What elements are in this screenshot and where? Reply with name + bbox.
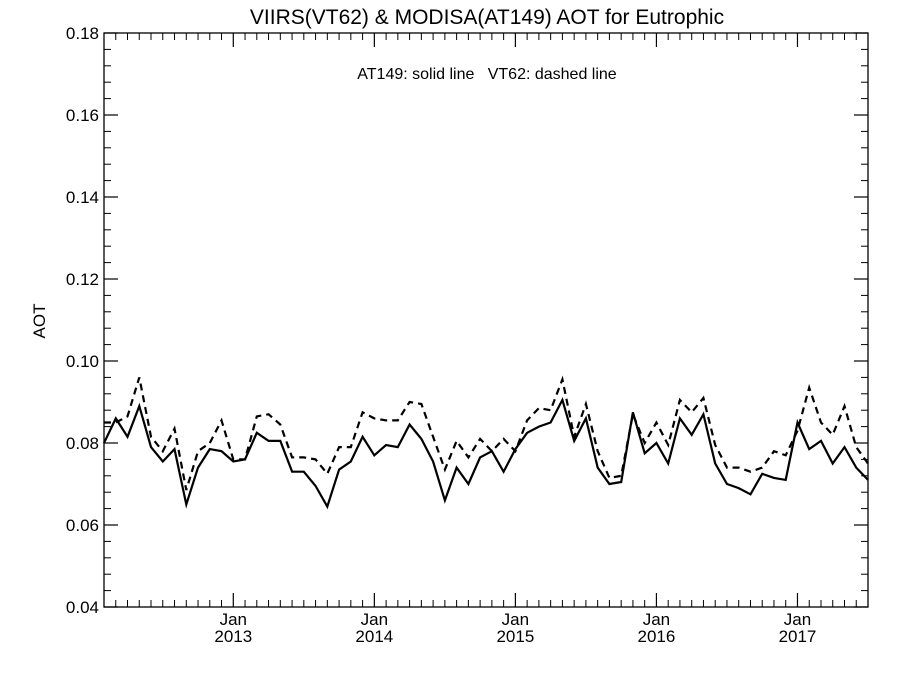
x-tick-year-label: 2013 [214, 627, 252, 646]
x-tick-year-label: 2017 [779, 627, 817, 646]
x-tick-year-label: 2016 [638, 627, 676, 646]
y-axis-label: AOT [30, 304, 49, 339]
x-tick-month-label: Jan [361, 610, 388, 629]
x-tick-year-label: 2015 [496, 627, 534, 646]
y-axis-ticks: 0.04 0.06 0.08 0.10 0.12 0.14 0.16 0.18 [66, 24, 868, 617]
y-tick-label: 0.16 [66, 106, 99, 125]
x-tick-month-label: Jan [784, 610, 811, 629]
x-tick-month-label: Jan [643, 610, 670, 629]
line-style-annotation: AT149: solid line VT62: dashed line [357, 66, 617, 83]
x-tick-month-label: Jan [502, 610, 529, 629]
x-tick-month-label: Jan [220, 610, 247, 629]
x-tick-year-label: 2014 [355, 627, 393, 646]
y-tick-label: 0.06 [66, 516, 99, 535]
series-line-at149 [103, 396, 869, 510]
y-tick-label: 0.10 [66, 352, 99, 371]
chart-title: VIIRS(VT62) & MODISA(AT149) AOT for Eutr… [250, 6, 724, 29]
y-tick-label: 0.14 [66, 188, 99, 207]
series-layer [103, 375, 869, 510]
y-tick-label: 0.04 [66, 598, 99, 617]
y-tick-label: 0.18 [66, 24, 99, 43]
plot-frame [103, 32, 869, 608]
y-tick-label: 0.12 [66, 270, 99, 289]
series-line-vt62 [104, 375, 869, 491]
y-tick-label: 0.08 [66, 434, 99, 453]
